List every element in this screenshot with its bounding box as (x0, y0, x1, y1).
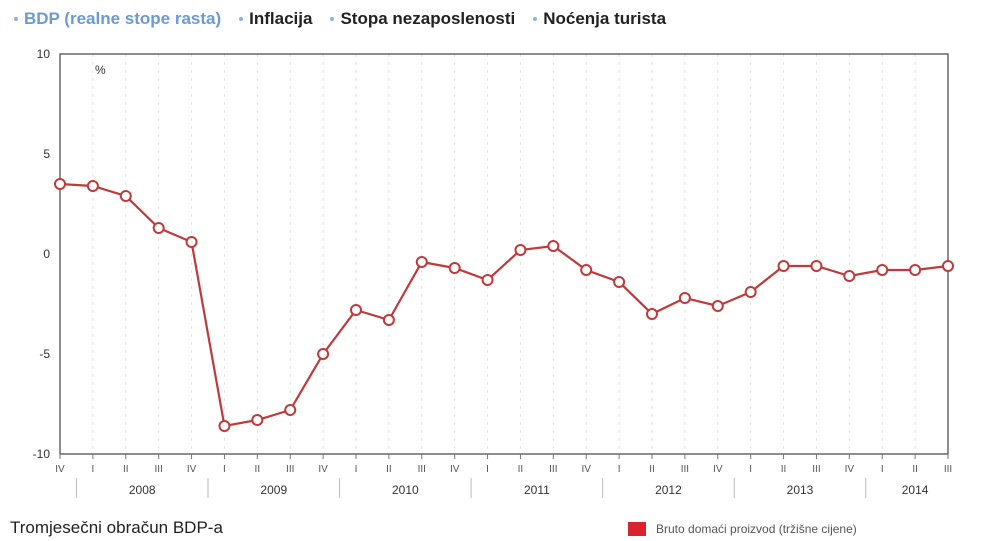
quarter-label: IV (187, 464, 197, 475)
y-axis-unit-label: % (95, 63, 106, 77)
year-label: 2008 (129, 483, 156, 497)
grid-lines (59, 54, 949, 454)
data-point[interactable] (481, 274, 494, 286)
quarter-label: II (781, 464, 787, 475)
data-point[interactable] (843, 270, 856, 282)
data-point[interactable] (152, 222, 165, 234)
data-point[interactable] (284, 404, 297, 416)
data-point[interactable] (86, 180, 99, 192)
x-axis: IV I II III IV I II III IV I II III IV I II III IV I II III… (55, 454, 952, 498)
year-label: 2011 (524, 483, 550, 497)
quarter-label: I (91, 464, 94, 475)
tab-label: Stopa nezaposlenosti (340, 9, 516, 28)
quarter-label: III (418, 464, 426, 475)
tab-label: Inflacija (249, 9, 313, 28)
plot-frame (59, 53, 949, 455)
legend-swatch (628, 522, 646, 536)
bullet-icon (239, 17, 244, 21)
data-point[interactable] (251, 414, 264, 426)
data-point[interactable] (415, 256, 428, 268)
quarter-label: III (812, 464, 820, 475)
data-point[interactable] (119, 190, 132, 202)
quarter-label: I (749, 464, 752, 475)
bullet-icon (14, 17, 18, 21)
data-point[interactable] (54, 178, 66, 190)
quarter-label: IV (318, 464, 328, 475)
data-point[interactable] (942, 260, 954, 272)
data-point[interactable] (678, 292, 691, 304)
quarter-label: II (386, 464, 392, 475)
footer-title: Tromjesečni obračun BDP-a (10, 518, 223, 537)
tab-3[interactable]: Noćenja turista (533, 9, 666, 29)
y-tick-label: 10 (37, 47, 51, 61)
indicator-tabs: BDP (realne stope rasta) Inflacija Stopa n… (0, 6, 666, 32)
tab-1[interactable]: Inflacija (239, 9, 312, 29)
year-label: 2009 (260, 483, 287, 497)
quarter-label: IV (55, 464, 65, 475)
tab-label: BDP (realne stope rasta) (24, 9, 222, 28)
plot-border (59, 53, 949, 455)
quarter-label: I (223, 464, 226, 475)
y-tick-label: -10 (33, 447, 51, 461)
data-point[interactable] (613, 276, 626, 288)
year-label: 2012 (655, 483, 682, 497)
data-point[interactable] (514, 244, 527, 256)
y-tick-label: 0 (43, 247, 50, 261)
quarter-label: I (881, 464, 884, 475)
quarter-label: III (549, 464, 557, 475)
tab-0[interactable]: BDP (realne stope rasta) (14, 9, 221, 29)
tab-label: Noćenja turista (543, 9, 667, 28)
data-point[interactable] (744, 286, 757, 298)
data-point[interactable] (876, 264, 889, 276)
data-point[interactable] (810, 260, 823, 272)
data-point[interactable] (382, 314, 395, 326)
y-tick-label: -5 (39, 347, 50, 361)
quarter-label: III (154, 464, 162, 475)
quarter-label: IV (845, 464, 855, 475)
data-point[interactable] (646, 308, 658, 320)
data-point[interactable] (909, 264, 922, 276)
quarter-label: I (355, 464, 358, 475)
legend-label: Bruto domaći proizvod (tržišne cijene) (656, 522, 857, 536)
tab-2[interactable]: Stopa nezaposlenosti (330, 9, 515, 29)
quarter-label: II (649, 464, 655, 475)
data-point[interactable] (218, 420, 231, 432)
data-point[interactable] (777, 260, 790, 272)
quarter-label: II (518, 464, 524, 475)
data-point[interactable] (350, 304, 362, 316)
chart-legend: Bruto domaći proizvod (tržišne cijene) (628, 522, 857, 536)
year-label: 2010 (392, 483, 419, 497)
data-point[interactable] (448, 262, 461, 274)
bullet-icon (330, 17, 335, 21)
quarter-label: III (286, 464, 294, 475)
quarter-label: III (681, 464, 689, 475)
series-line (59, 182, 949, 428)
quarter-label: IV (581, 464, 591, 475)
quarter-label: IV (713, 464, 723, 475)
data-point[interactable] (185, 236, 198, 248)
quarter-label: III (944, 464, 952, 475)
y-tick-label: 5 (43, 147, 50, 161)
data-point[interactable] (317, 348, 330, 360)
year-label: 2014 (902, 483, 929, 497)
quarter-label: II (255, 464, 261, 475)
y-axis: 10 5 0 -5 -10 (33, 47, 51, 461)
bullet-icon (533, 17, 538, 21)
data-point[interactable] (547, 240, 560, 252)
quarter-label: IV (450, 464, 460, 475)
year-label: 2013 (787, 483, 814, 497)
quarter-label: II (912, 464, 918, 475)
data-point[interactable] (711, 300, 724, 312)
data-point[interactable] (580, 264, 593, 276)
quarter-label: II (123, 464, 129, 475)
quarter-label: I (486, 464, 489, 475)
quarter-label: I (618, 464, 621, 475)
series-gdp (54, 178, 954, 432)
